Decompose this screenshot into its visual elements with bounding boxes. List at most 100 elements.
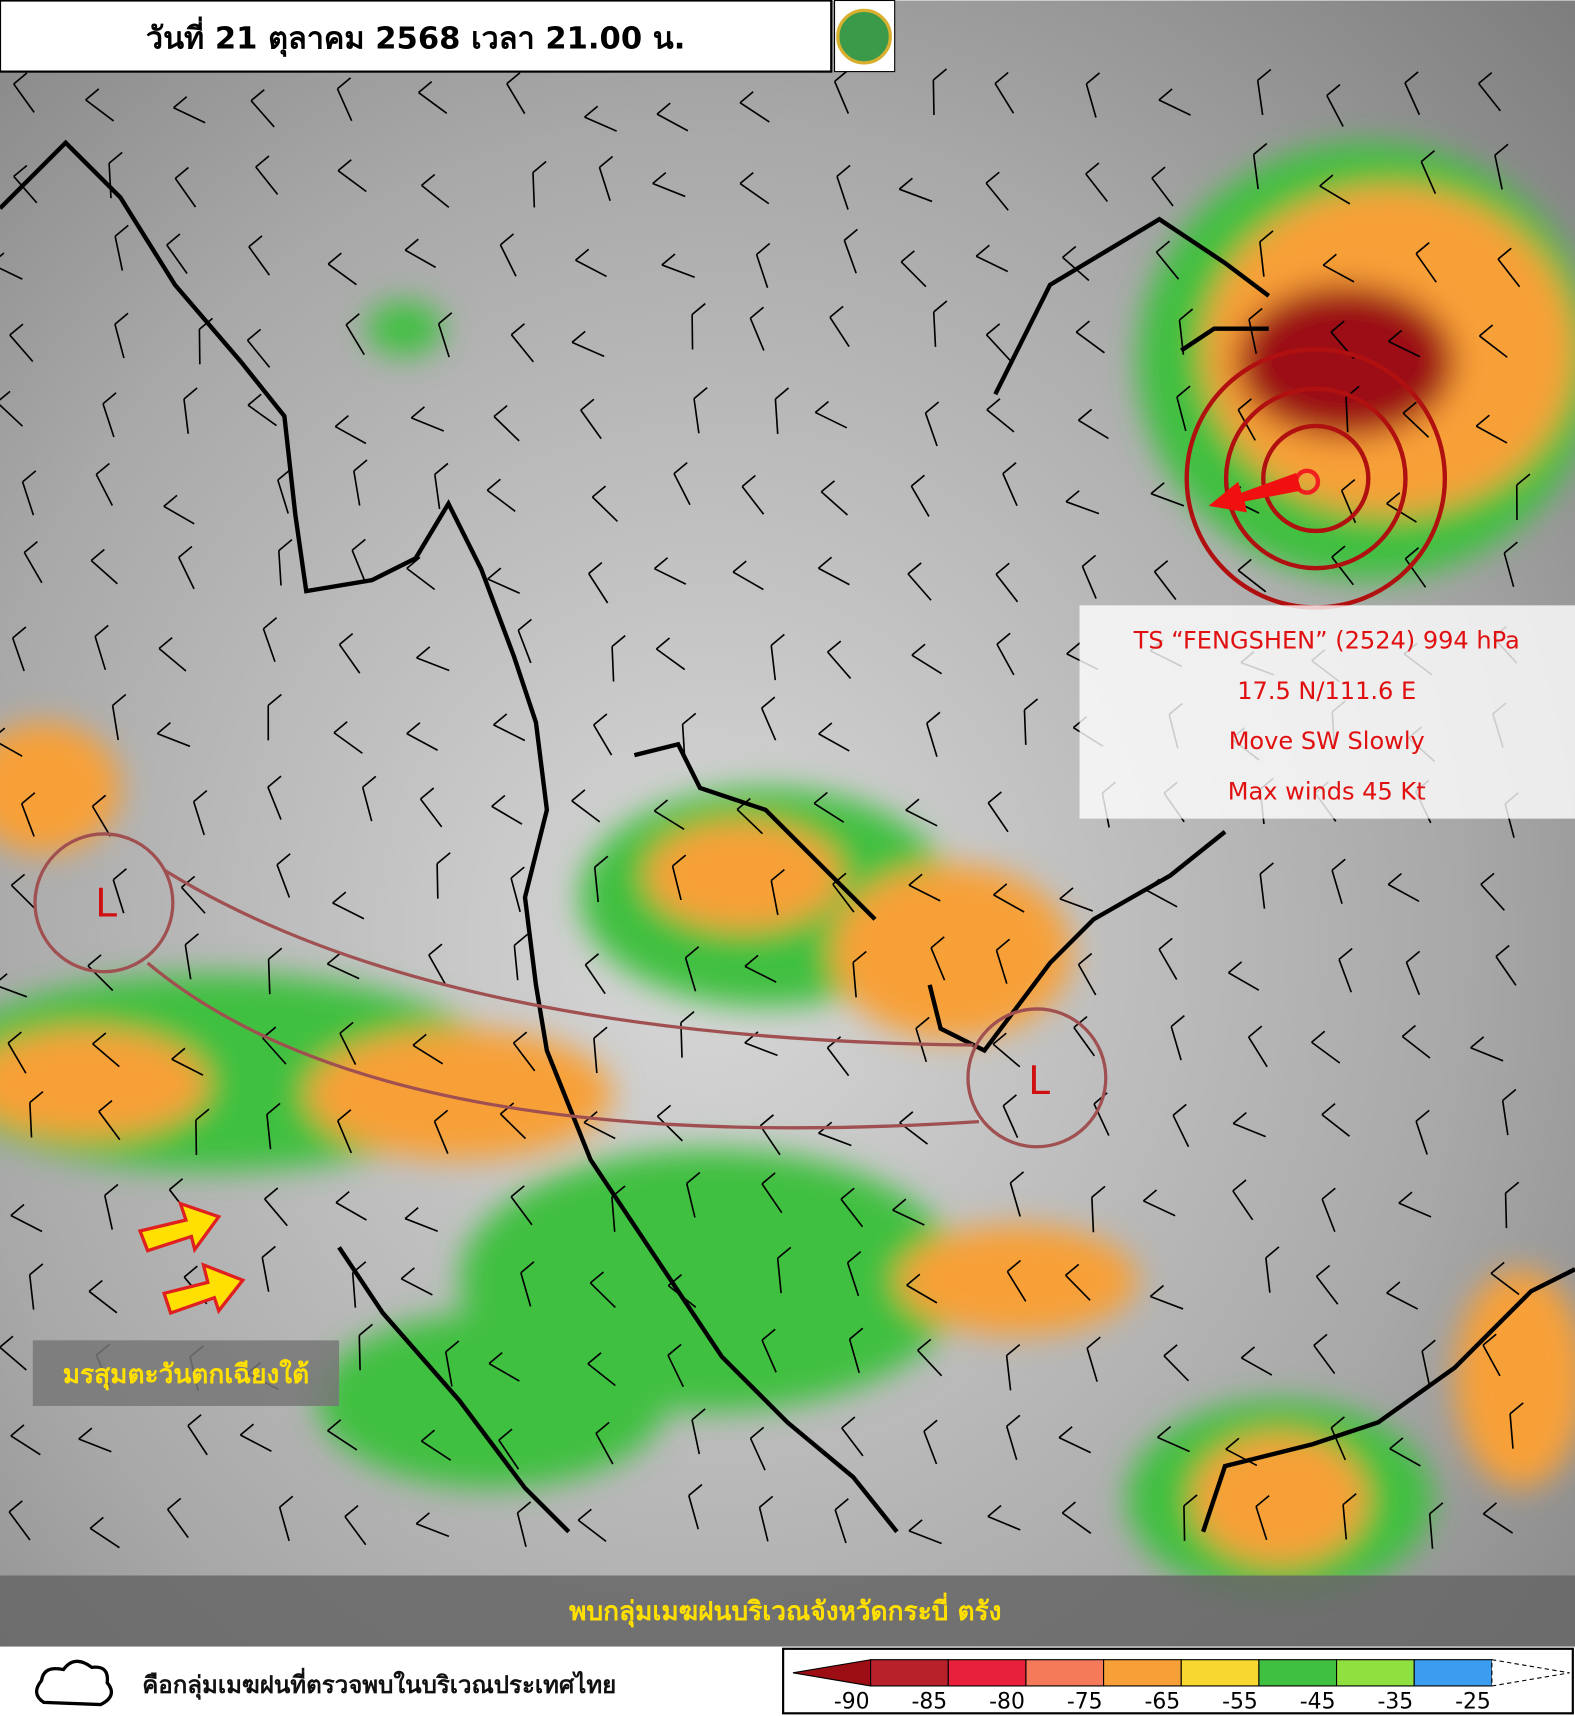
wind-barb bbox=[1342, 1504, 1348, 1540]
wind-barb bbox=[516, 1512, 527, 1547]
wind-barb bbox=[420, 1440, 452, 1461]
wind-barb-flag bbox=[488, 1351, 503, 1365]
wind-barb-flag bbox=[516, 1501, 532, 1514]
wind-barb bbox=[406, 567, 436, 591]
wind-barb bbox=[1232, 1190, 1254, 1221]
wind-barb-flag bbox=[994, 71, 1009, 85]
wind-barb-flag bbox=[652, 171, 667, 185]
wind-barb-flag bbox=[827, 640, 842, 653]
colorbar-segment bbox=[870, 1659, 949, 1687]
wind-barb bbox=[1150, 1295, 1184, 1310]
wind-barb-flag bbox=[1495, 944, 1510, 958]
wind-barb bbox=[1503, 552, 1515, 587]
wind-barb bbox=[112, 879, 125, 914]
wind-barb-flag bbox=[759, 1114, 774, 1127]
wind-barb bbox=[1404, 558, 1427, 588]
wind-barb bbox=[1228, 972, 1260, 991]
wind-barb-flag bbox=[1255, 1494, 1270, 1508]
wind-barb-flag bbox=[907, 562, 922, 575]
wind-barb-flag bbox=[1389, 1437, 1404, 1450]
wind-barb bbox=[1387, 883, 1420, 903]
wind-barb bbox=[906, 1284, 938, 1304]
wind-barb bbox=[732, 571, 764, 591]
wind-barb-flag bbox=[924, 401, 940, 414]
wind-barb bbox=[987, 1515, 1021, 1531]
wind-barb bbox=[334, 425, 367, 445]
wind-barb bbox=[744, 1042, 778, 1057]
wind-barb-flag bbox=[905, 798, 920, 811]
wind-barb-flag bbox=[250, 89, 265, 102]
wind-barb bbox=[770, 645, 777, 681]
wind-barb bbox=[114, 236, 124, 271]
wind-barb-flag bbox=[332, 891, 347, 904]
wind-barb bbox=[166, 244, 188, 274]
wind-barb-flag bbox=[593, 713, 608, 726]
wind-barb bbox=[1321, 1113, 1350, 1137]
wind-barb-flag bbox=[339, 1021, 354, 1034]
wind-barb-flag bbox=[418, 80, 433, 94]
wind-barb bbox=[10, 1435, 41, 1456]
wind-barb-flag bbox=[327, 252, 342, 265]
wind-barb-flag bbox=[1023, 698, 1039, 711]
wind-barb-flag bbox=[239, 1423, 255, 1436]
storm-info-box bbox=[1079, 605, 1575, 819]
wind-barb-flag bbox=[337, 1109, 352, 1122]
wind-barb-flag bbox=[0, 727, 6, 734]
wind-barb bbox=[415, 1522, 450, 1538]
wind-barb-flag bbox=[1158, 88, 1173, 101]
wind-barb bbox=[661, 264, 695, 279]
wind-barb bbox=[487, 578, 521, 594]
wind-barb-flag bbox=[1248, 307, 1263, 321]
wind-barb bbox=[1062, 256, 1090, 282]
wind-barb-flag bbox=[1311, 1030, 1326, 1043]
wind-barb-flag bbox=[91, 794, 107, 807]
wind-barb-flag bbox=[1006, 1343, 1021, 1357]
wind-barb bbox=[587, 1363, 616, 1387]
wind-barb bbox=[1259, 241, 1265, 277]
wind-barb-flag bbox=[337, 159, 352, 172]
wind-barb bbox=[1163, 1355, 1190, 1382]
wind-barb bbox=[264, 1198, 288, 1227]
wind-barb-flag bbox=[1085, 72, 1101, 85]
wind-barb-flag bbox=[843, 228, 858, 241]
wind-barb-flag bbox=[412, 1033, 427, 1046]
wind-barb bbox=[985, 334, 1011, 362]
wind-barb-flag bbox=[1086, 1336, 1101, 1349]
wind-barb bbox=[1248, 319, 1258, 354]
wind-barb bbox=[1061, 1512, 1092, 1534]
wind-barb bbox=[995, 573, 1019, 603]
wind-barb-flag bbox=[262, 617, 278, 630]
wind-barb bbox=[532, 172, 536, 208]
wind-barb-flag bbox=[680, 1011, 695, 1024]
wind-barb bbox=[1255, 1506, 1268, 1541]
wind-barb bbox=[1470, 1047, 1504, 1062]
wind-barb-flag bbox=[1145, 878, 1160, 891]
wind-barb bbox=[1315, 1275, 1339, 1305]
wind-barb-flag bbox=[1387, 872, 1402, 886]
wind-barb-flag bbox=[261, 1245, 276, 1259]
wind-barb bbox=[187, 1425, 208, 1456]
low-pressure-trough bbox=[33, 832, 1108, 1149]
wind-barb-flag bbox=[1002, 1094, 1017, 1107]
wind-barb bbox=[691, 1419, 701, 1455]
wind-barb-flag bbox=[78, 1427, 93, 1440]
wind-barb-flag bbox=[421, 173, 436, 187]
wind-barb-flag bbox=[1150, 482, 1165, 495]
wind-barb-flag bbox=[1259, 230, 1274, 243]
wind-barb-flag bbox=[910, 474, 926, 487]
wind-barb bbox=[250, 100, 275, 128]
wind-barb bbox=[171, 1058, 204, 1076]
coastline bbox=[927, 830, 1227, 1054]
wind-barb-flag bbox=[1061, 1501, 1077, 1514]
wind-barb bbox=[836, 176, 849, 210]
wind-barb bbox=[418, 91, 448, 114]
wind-barb-flag bbox=[173, 96, 188, 109]
wind-barb bbox=[192, 801, 205, 836]
wind-barb bbox=[761, 1339, 777, 1373]
wind-barb bbox=[820, 491, 849, 516]
wind-barb-flag bbox=[1059, 887, 1074, 900]
wind-barb bbox=[183, 398, 190, 434]
wind-barb-flag bbox=[10, 873, 26, 886]
wind-barb bbox=[907, 573, 932, 601]
wind-barb-flag bbox=[1151, 166, 1166, 179]
